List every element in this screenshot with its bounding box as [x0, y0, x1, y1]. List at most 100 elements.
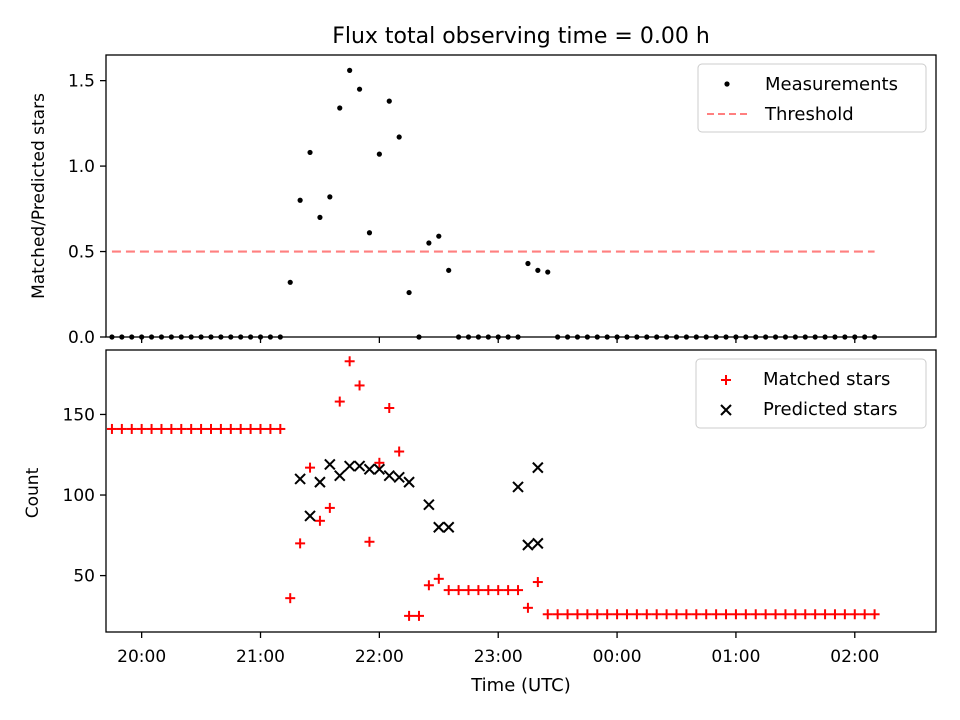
matched-star-point [522, 602, 533, 613]
matched-star-point [721, 609, 732, 620]
matched-star-point [483, 585, 494, 596]
x-axis-label: Time (UTC) [470, 675, 571, 696]
matched-star-point [136, 423, 147, 434]
measurement-point [842, 334, 848, 340]
x-stroke-b [532, 461, 544, 474]
predicted-star-point [383, 469, 395, 482]
measurement-point [356, 86, 363, 92]
legend-box [695, 358, 927, 429]
measurement-point [148, 334, 155, 340]
measurement-point [337, 105, 343, 111]
measurement-point [713, 334, 719, 340]
measurement-point [564, 334, 571, 340]
measurement-point [465, 334, 472, 340]
matched-star-point [275, 423, 286, 434]
matched-star-point [126, 423, 137, 434]
predicted-star-point [314, 476, 326, 488]
measurement-point [525, 260, 531, 267]
measurement-point [406, 289, 412, 296]
measurement-point [703, 334, 709, 340]
x-stroke-b [373, 463, 386, 475]
measurement-point [802, 334, 808, 340]
matched-star-point [205, 423, 216, 434]
y-tick-label: 50 [73, 567, 95, 587]
measurement-point [594, 334, 600, 340]
legend-predicted-marker [720, 404, 732, 416]
matched-star-point [196, 423, 207, 434]
y-tick-label: 0.5 [68, 243, 95, 263]
matched-star-point [780, 609, 791, 620]
y-tick-label: 100 [63, 486, 95, 506]
predicted-star-point [423, 498, 435, 511]
matched-star-point [612, 609, 623, 620]
panel-bottom-marks [106, 356, 880, 621]
predicted-star-point [324, 458, 336, 471]
legend-box [697, 63, 927, 133]
measurement-point [198, 334, 204, 340]
x-stroke-b [532, 537, 544, 550]
matched-star-point [463, 585, 474, 596]
measurement-point [218, 334, 224, 340]
measurement-point [188, 334, 194, 340]
matched-star-point [711, 609, 722, 620]
measurement-point [297, 197, 303, 203]
matched-star-point [790, 609, 801, 620]
measurement-point [733, 334, 739, 340]
predicted-star-point [334, 469, 346, 482]
measurement-point [604, 334, 610, 340]
predicted-star-point [442, 521, 455, 533]
matched-star-point [394, 446, 405, 457]
matched-star-point [354, 380, 365, 391]
measurement-point [238, 334, 244, 340]
measurement-point [663, 334, 670, 340]
matched-star-point [314, 515, 325, 526]
predicted-star-point [343, 460, 356, 472]
measurement-point [505, 334, 511, 340]
panel-bottom-y-label: Count [23, 467, 43, 518]
matched-star-point [582, 609, 593, 620]
matched-star-point [146, 423, 157, 434]
measurement-point [792, 334, 798, 340]
x-stroke-b [522, 539, 534, 551]
measurement-point [743, 334, 749, 340]
matched-star-point [562, 609, 573, 620]
x-stroke-b [433, 521, 445, 533]
measurement-point [257, 334, 264, 340]
x-stroke-b [343, 460, 356, 472]
matched-star-point [324, 502, 335, 513]
matched-star-point [671, 609, 682, 620]
measurement-point [673, 334, 680, 340]
matched-star-point [631, 609, 642, 620]
predicted-star-point [353, 460, 366, 472]
panel-bottom-legend: Matched stars Predicted stars [695, 358, 927, 429]
x-stroke-b [363, 463, 376, 475]
predicted-star-point [532, 537, 544, 550]
measurement-point [763, 334, 769, 340]
matched-star-point [245, 423, 256, 434]
matched-star-point [542, 609, 553, 620]
measurement-point [287, 279, 293, 285]
panel-top-frame [105, 54, 937, 338]
matched-star-point [473, 585, 484, 596]
matched-star-point [493, 585, 504, 596]
predicted-star-point [373, 463, 386, 475]
measurement-point [832, 334, 838, 340]
measurement-point [248, 334, 254, 340]
matched-star-point [760, 609, 771, 620]
measurement-point [545, 269, 551, 275]
measurement-point [584, 334, 590, 340]
measurement-point [871, 334, 878, 340]
measurement-point [208, 334, 214, 340]
x-stroke-b [423, 498, 435, 511]
x-stroke-b [314, 476, 326, 488]
measurement-point [456, 334, 462, 340]
measurement-point [614, 334, 620, 340]
x-stroke-b [334, 469, 346, 482]
matched-star-point [443, 585, 454, 596]
predicted-star-point [363, 463, 376, 475]
matched-star-point [176, 423, 187, 434]
matched-star-point [839, 609, 850, 620]
measurement-point [515, 334, 521, 340]
x-tick-label: 00:00 [593, 647, 642, 667]
